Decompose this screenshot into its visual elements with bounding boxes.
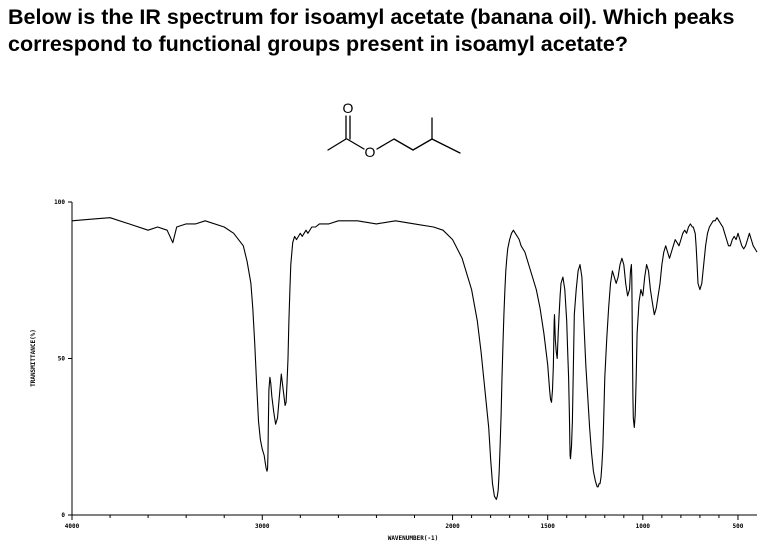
spectrum-series bbox=[71, 217, 758, 500]
y-axis-title: TRANSMITTANCE(%) bbox=[30, 329, 37, 387]
x-tick-label: 3000 bbox=[255, 523, 270, 530]
y-ticks: 0 50 100 bbox=[54, 199, 72, 519]
x-axis-title: WAVENUMBER(-1) bbox=[388, 535, 439, 542]
isoamyl-acetate-structure-diagram: O O bbox=[327, 100, 461, 160]
x-tick-label: 500 bbox=[733, 523, 744, 530]
y-tick-label: 0 bbox=[61, 512, 65, 519]
carbonyl-oxygen-label: O bbox=[343, 100, 354, 116]
question-text: Below is the IR spectrum for isoamyl ace… bbox=[8, 5, 735, 56]
x-ticks: 4000 3000 2000 1500 1000 500 bbox=[65, 515, 744, 530]
chart-axes bbox=[71, 202, 757, 516]
bond-methyl bbox=[327, 138, 347, 151]
x-tick-label: 1000 bbox=[636, 523, 651, 530]
x-minor-ticks bbox=[109, 515, 720, 518]
y-tick-label: 50 bbox=[58, 356, 66, 363]
bond-ester-2 bbox=[376, 138, 395, 150]
x-tick-label: 1500 bbox=[540, 523, 555, 530]
bond-ester-1 bbox=[346, 138, 365, 150]
x-tick-label: 2000 bbox=[445, 523, 460, 530]
y-tick-label: 100 bbox=[54, 199, 65, 206]
bond-chain-4 bbox=[431, 138, 461, 154]
ester-oxygen-label: O bbox=[365, 144, 376, 160]
spectrum-line bbox=[71, 217, 758, 500]
bond-chain-1 bbox=[393, 138, 414, 151]
bond-chain-2 bbox=[412, 138, 433, 151]
x-tick-label: 4000 bbox=[65, 523, 80, 530]
